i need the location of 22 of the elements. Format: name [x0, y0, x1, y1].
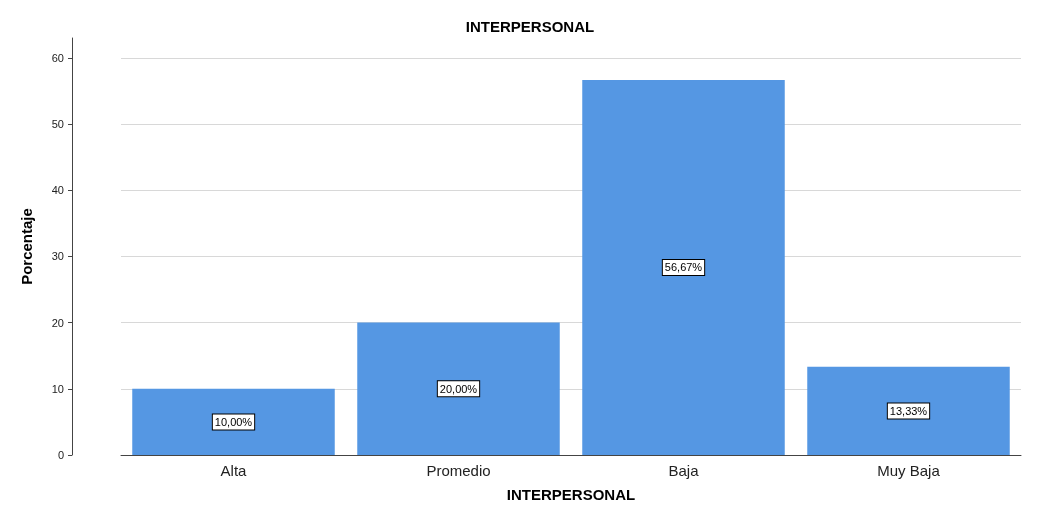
- x-tick-label: Baja: [668, 462, 700, 479]
- y-tick-label: 30: [51, 250, 64, 263]
- bar: [807, 366, 1010, 455]
- data-label: 13,33%: [889, 404, 928, 417]
- y-tick-label: 0: [57, 449, 64, 461]
- data-label: 56,67%: [664, 261, 703, 274]
- y-tick-label: 40: [51, 184, 64, 197]
- x-tick-label: Alta: [220, 462, 248, 479]
- bar: [132, 388, 335, 455]
- y-axis-title: Porcentaje: [18, 208, 35, 285]
- y-tick-label: 10: [51, 382, 64, 395]
- y-tick-label: 50: [51, 118, 64, 131]
- x-tick-label: Muy Baja: [877, 462, 941, 479]
- y-tick-label: 60: [51, 51, 64, 64]
- data-label: 10,00%: [214, 415, 253, 428]
- y-tick-label: 20: [51, 316, 64, 329]
- bar: [582, 79, 785, 455]
- bar: [357, 322, 560, 455]
- x-axis-title: INTERPERSONAL: [506, 486, 636, 503]
- data-label: 20,00%: [439, 382, 478, 395]
- chart-title: INTERPERSONAL: [465, 18, 595, 35]
- x-tick-label: Promedio: [426, 462, 491, 479]
